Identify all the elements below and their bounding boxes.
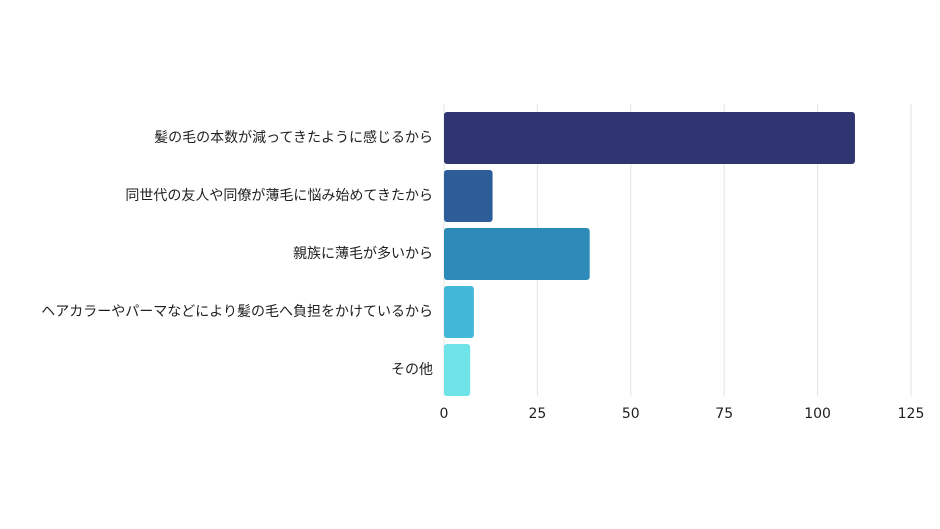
category-label: 同世代の友人や同僚が薄毛に悩み始めてきたから bbox=[125, 188, 433, 204]
category-label: 髪の毛の本数が減ってきたように感じるから bbox=[154, 129, 433, 146]
x-axis-tick-labels: 0 25 50 75 100 125 bbox=[440, 406, 925, 422]
bar bbox=[444, 228, 590, 280]
bars bbox=[444, 112, 855, 396]
category-label: その他 bbox=[391, 362, 433, 378]
x-tick-label: 100 bbox=[804, 406, 831, 422]
x-tick-label: 75 bbox=[715, 406, 733, 422]
x-tick-label: 50 bbox=[622, 406, 640, 422]
x-tick-label: 125 bbox=[898, 406, 925, 422]
bar bbox=[444, 286, 474, 338]
bar bbox=[444, 170, 493, 222]
category-labels: 髪の毛の本数が減ってきたように感じるから同世代の友人や同僚が薄毛に悩み始めてきた… bbox=[41, 129, 433, 378]
bar bbox=[444, 112, 855, 164]
x-tick-label: 0 bbox=[440, 406, 449, 422]
category-label: 親族に薄毛が多いから bbox=[293, 245, 433, 262]
x-tick-label: 25 bbox=[528, 406, 546, 422]
category-label: ヘアカラーやパーマなどにより髪の毛へ負担をかけているから bbox=[41, 304, 433, 320]
bar bbox=[444, 344, 471, 396]
